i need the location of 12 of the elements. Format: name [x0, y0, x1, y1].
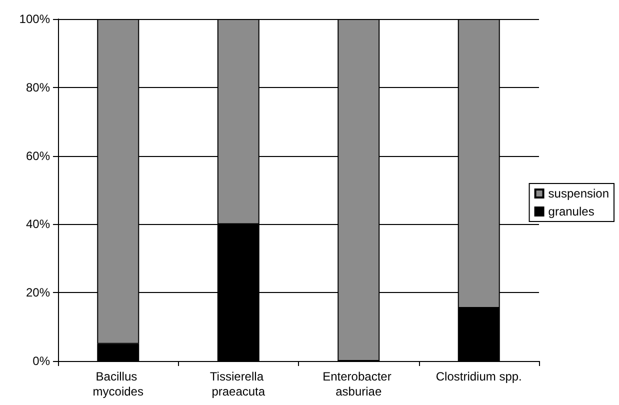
- x-tick-label: Enterobacter asburiae: [322, 370, 395, 398]
- y-tick-label: 60%: [26, 148, 50, 163]
- y-tick-label: 80%: [26, 80, 50, 94]
- x-tick-label: Bacillus mycoides: [92, 370, 144, 398]
- y-tick-label: 0%: [32, 354, 50, 368]
- x-tick-label: Clostridium spp.: [436, 370, 522, 384]
- x-tick-label: Tissierella praeacuta: [210, 370, 267, 398]
- y-tick-label: 100%: [19, 12, 50, 26]
- y-tick-label: 40%: [26, 217, 50, 232]
- y-tick-label: 20%: [26, 286, 50, 300]
- legend-label: suspension: [548, 186, 610, 200]
- legend-label: granules: [548, 204, 594, 218]
